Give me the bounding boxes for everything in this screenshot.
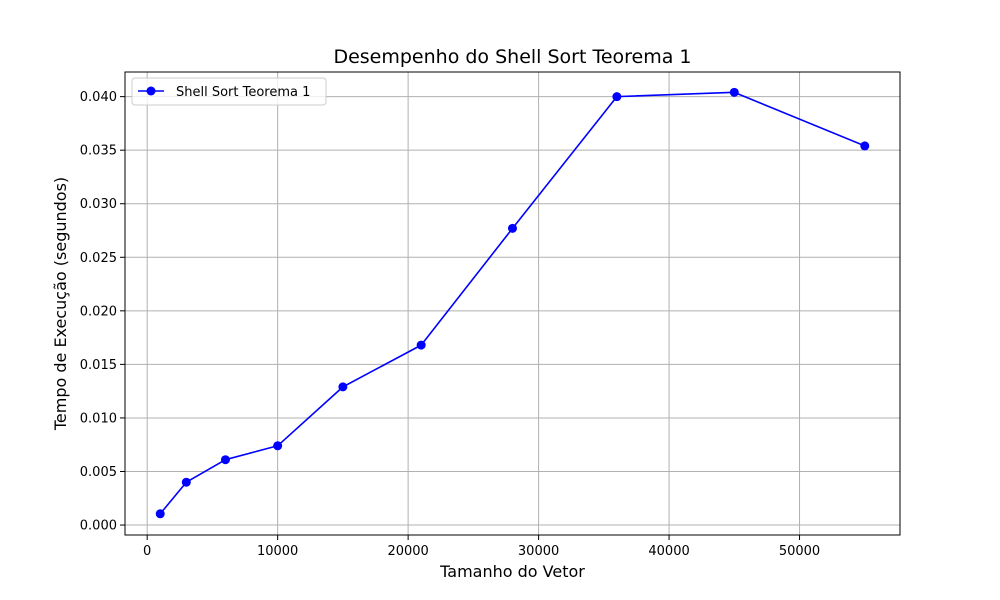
axis-ticks: 0 10000 20000 30000 40000 50000 0.000 0.005 0.01… <box>80 90 820 559</box>
x-tick-label: 0 <box>143 544 151 559</box>
y-tick-label: 0.030 <box>80 197 117 212</box>
grid-lines <box>125 72 900 535</box>
data-point <box>181 477 191 487</box>
y-tick-label: 0.035 <box>80 144 117 159</box>
legend-box <box>131 77 327 106</box>
y-tick-label: 0.010 <box>80 411 117 426</box>
x-tick-label: 30000 <box>518 544 559 559</box>
series-layer <box>155 87 870 519</box>
x-tick-label: 20000 <box>387 544 428 559</box>
series-line <box>159 91 866 515</box>
data-point <box>729 87 739 97</box>
data-point <box>860 141 870 151</box>
y-axis-title: Tempo de Execução (segundos) <box>51 177 70 431</box>
y-tick-label: 0.005 <box>80 465 117 480</box>
data-point <box>220 455 230 465</box>
data-point <box>508 223 517 233</box>
data-point <box>338 382 348 392</box>
y-tick-label: 0.025 <box>80 251 117 266</box>
y-tick-label: 0.040 <box>80 90 117 105</box>
data-point <box>155 509 165 519</box>
y-tick-label: 0.015 <box>80 358 117 373</box>
x-axis-title: Tamanho do Vetor <box>439 562 585 581</box>
legend: Shell Sort Teorema 1 <box>131 77 327 106</box>
y-tick-label: 0.020 <box>80 304 117 319</box>
plot-frame <box>124 71 901 536</box>
legend-marker-swatch <box>146 86 156 96</box>
data-point <box>273 441 283 451</box>
x-tick-label: 10000 <box>257 544 298 559</box>
legend-label: Shell Sort Teorema 1 <box>176 85 310 100</box>
y-tick-label: 0.000 <box>80 519 117 534</box>
data-point <box>612 92 622 102</box>
x-tick-label: 40000 <box>648 544 689 559</box>
data-point <box>416 340 426 350</box>
x-tick-label: 50000 <box>779 544 820 559</box>
chart-title: Desempenho do Shell Sort Teorema 1 <box>333 46 691 68</box>
